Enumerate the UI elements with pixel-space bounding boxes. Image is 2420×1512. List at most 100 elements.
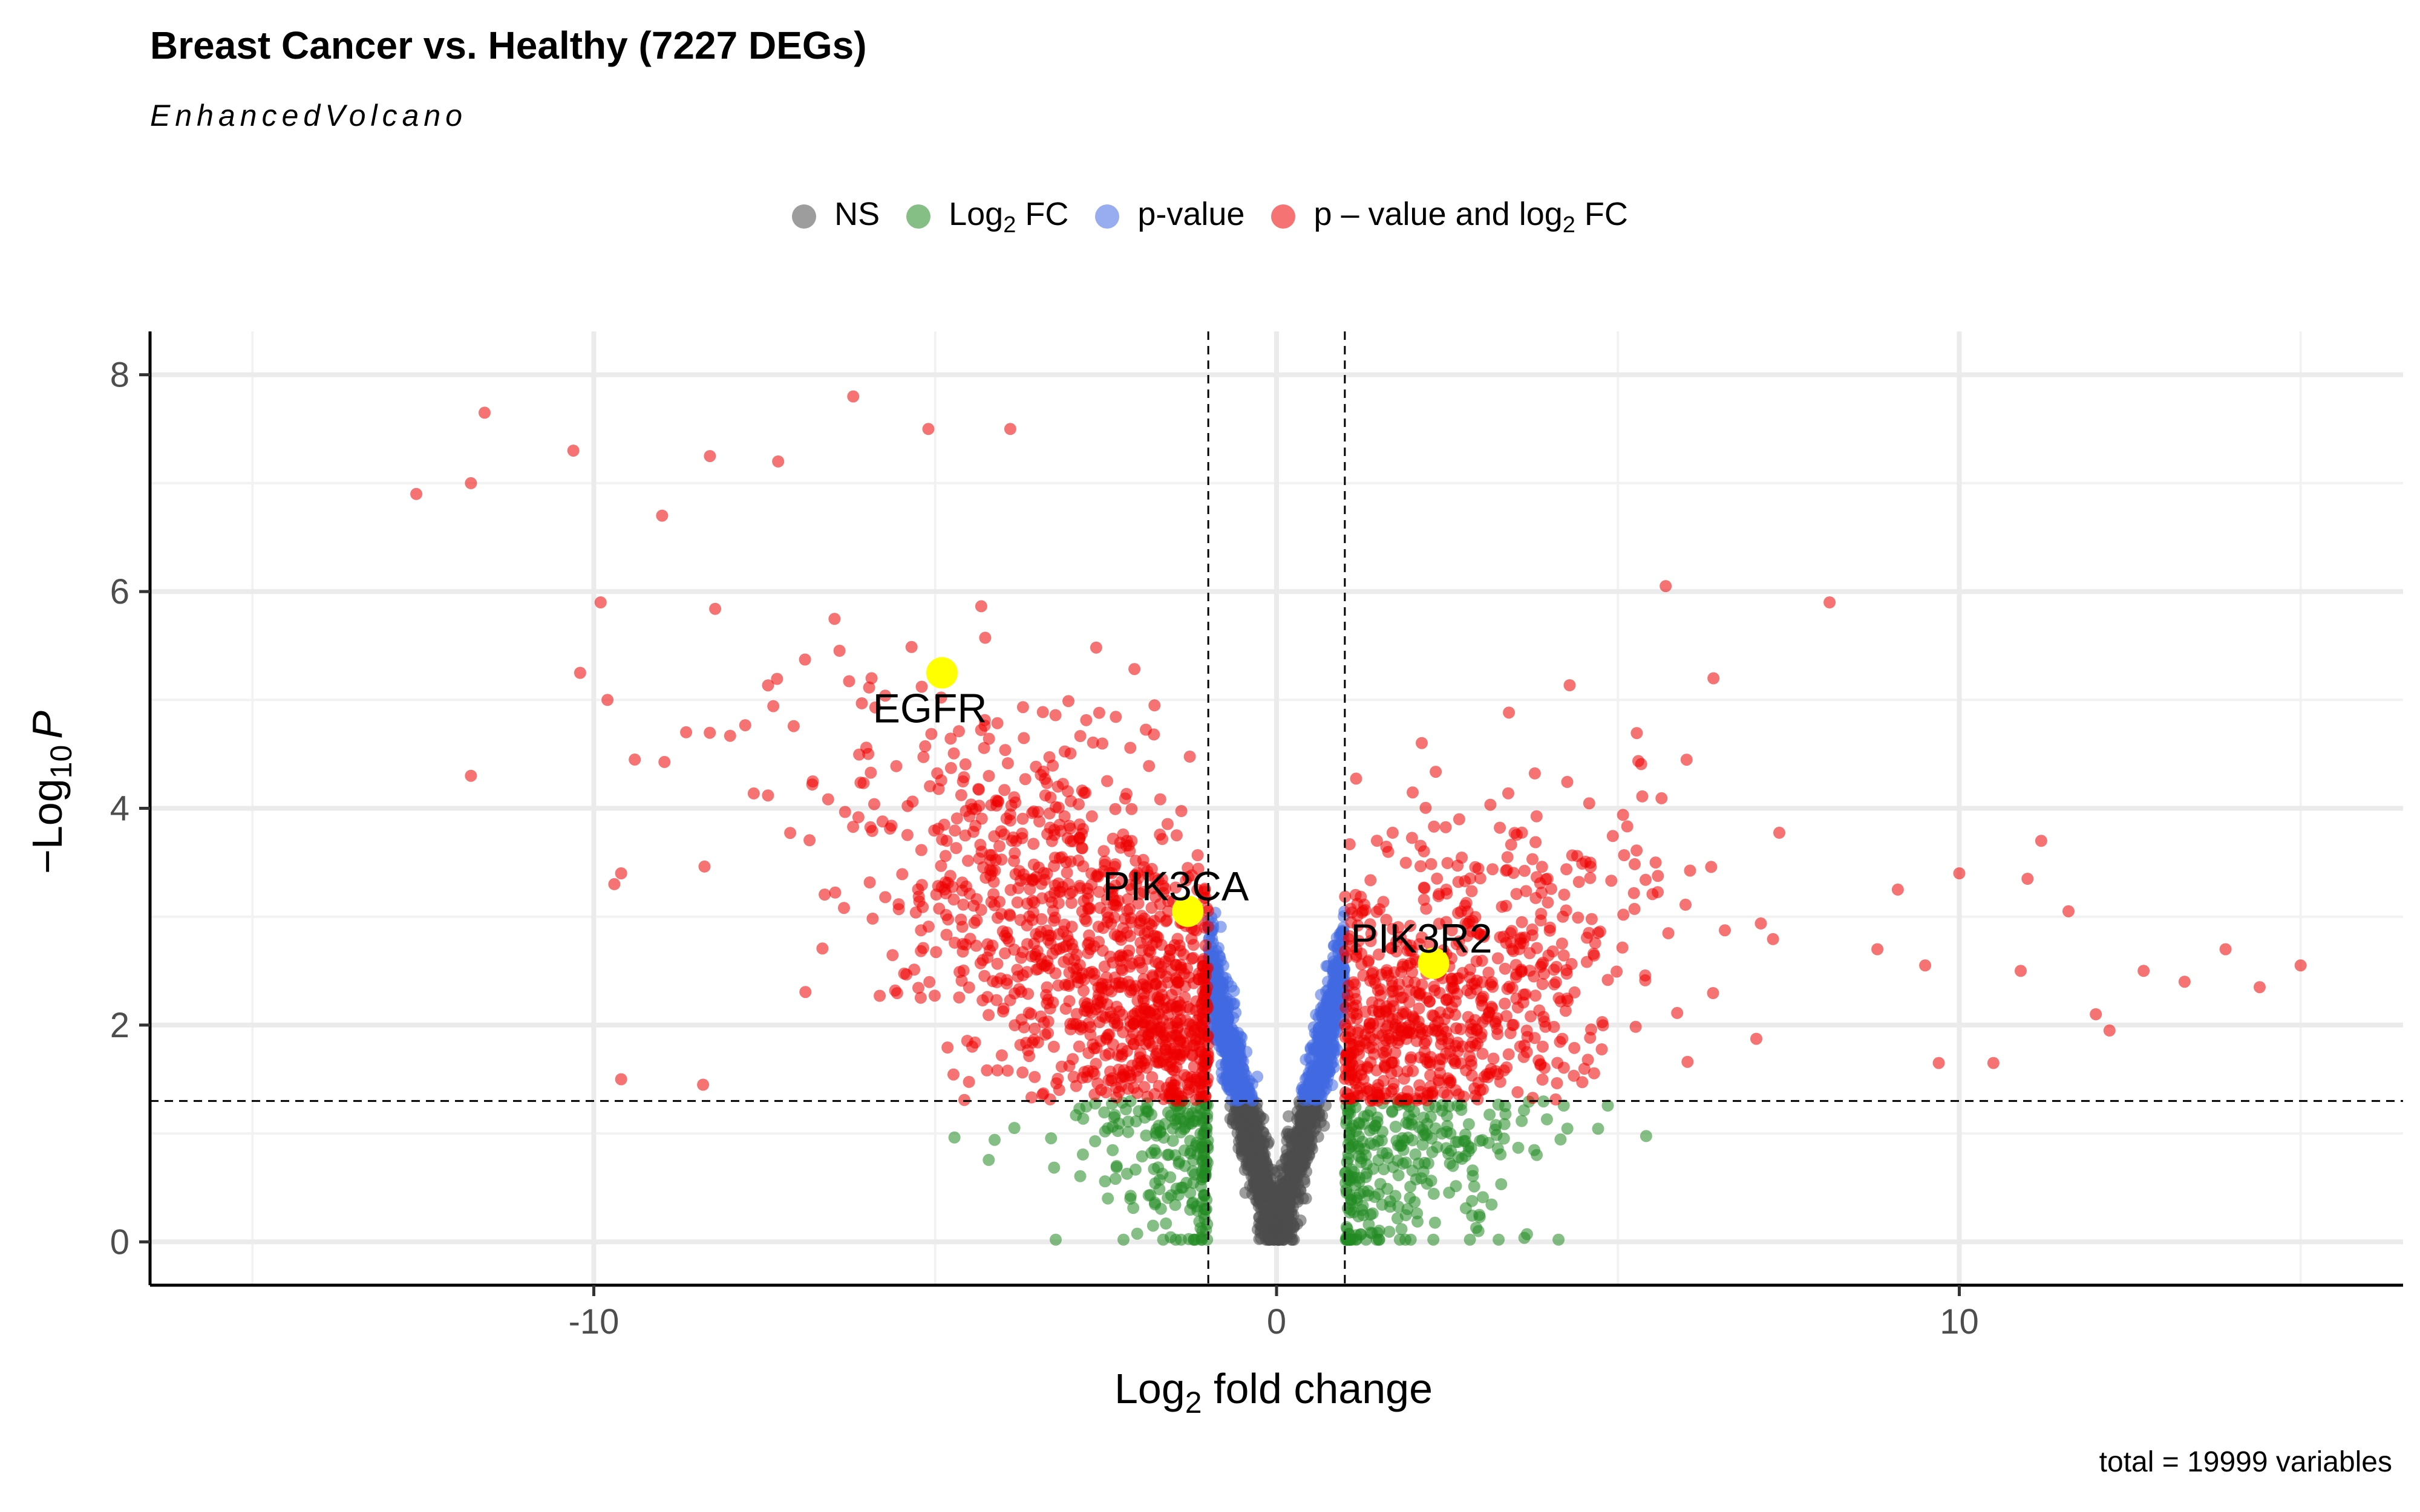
data-point-both <box>658 755 671 768</box>
data-point-both <box>1029 951 1042 963</box>
data-point-p <box>1318 1037 1330 1049</box>
data-point-both <box>1122 1083 1134 1095</box>
data-point-both <box>868 798 880 810</box>
data-point-p <box>1310 1074 1322 1086</box>
data-point-both <box>1094 996 1107 1008</box>
data-point-both <box>1178 1069 1191 1081</box>
data-point-fc <box>1185 1144 1197 1157</box>
data-point-fc <box>1512 1141 1525 1154</box>
data-point-fc <box>1172 1188 1185 1201</box>
data-point-both <box>1048 887 1061 899</box>
data-point-both <box>2254 981 2266 994</box>
data-point-both <box>1499 997 1511 1010</box>
data-point-both <box>1617 809 1629 821</box>
data-point-fc <box>1376 1126 1388 1138</box>
y-tick-label: 6 <box>110 572 129 611</box>
data-point-both <box>1572 911 1584 924</box>
data-point-fc <box>1459 1135 1471 1147</box>
data-point-both <box>1019 773 1032 786</box>
data-point-both <box>762 789 774 802</box>
data-point-both <box>1486 863 1499 876</box>
data-point-both <box>1171 933 1184 945</box>
data-point-fc <box>1443 1187 1456 1199</box>
data-point-both <box>1048 829 1061 841</box>
data-point-fc <box>1467 1170 1479 1182</box>
data-point-both <box>957 964 970 977</box>
data-point-both <box>1511 1001 1524 1014</box>
data-point-both <box>1021 938 1033 950</box>
data-point-both <box>843 675 855 688</box>
data-point-fc <box>1110 1159 1123 1172</box>
data-point-ns <box>1239 1187 1252 1199</box>
data-point-both <box>567 445 580 457</box>
data-point-fc <box>1124 1190 1137 1202</box>
data-point-both <box>1436 1033 1448 1046</box>
data-point-both <box>2015 965 2027 977</box>
x-axis-title: Log2 fold change <box>1114 1365 1433 1419</box>
data-point-both <box>1093 885 1105 898</box>
data-point-both <box>1181 962 1194 975</box>
data-point-both <box>985 799 998 812</box>
data-point-both <box>1535 908 1548 920</box>
data-point-both <box>966 803 979 815</box>
data-point-ns <box>1295 1159 1308 1171</box>
data-point-both <box>860 741 872 754</box>
data-point-p <box>1300 1053 1312 1066</box>
data-point-both <box>1156 1014 1169 1026</box>
chart-subtitle: EnhancedVolcano <box>150 99 468 132</box>
data-point-both <box>884 823 897 835</box>
data-point-fc <box>1411 1215 1424 1228</box>
data-point-both <box>975 600 987 613</box>
data-point-both <box>822 793 834 806</box>
data-point-both <box>819 888 831 901</box>
data-point-fc <box>1161 1149 1174 1161</box>
data-point-both <box>1123 960 1136 973</box>
data-point-both <box>922 921 935 933</box>
data-point-both <box>1350 772 1362 785</box>
data-point-both <box>865 672 878 685</box>
data-point-both <box>1143 1036 1156 1049</box>
data-point-fc <box>1200 1161 1212 1174</box>
data-point-both <box>1520 885 1532 898</box>
data-point-both <box>1022 988 1035 1000</box>
chart-title: Breast Cancer vs. Healthy (7227 DEGs) <box>150 24 867 67</box>
data-point-both <box>1367 1004 1379 1017</box>
data-point-both <box>1543 924 1556 937</box>
data-point-both <box>1370 835 1383 847</box>
data-point-fc <box>1497 1132 1510 1145</box>
data-point-both <box>923 976 936 988</box>
data-point-both <box>1987 1057 2000 1069</box>
data-point-both <box>852 811 865 824</box>
data-point-both <box>1639 974 1652 986</box>
data-point-ns <box>1245 1170 1258 1183</box>
data-point-both <box>829 886 842 899</box>
data-point-both <box>1035 878 1048 890</box>
data-point-both <box>608 878 621 890</box>
data-point-both <box>863 876 876 888</box>
data-point-p <box>1251 1070 1264 1083</box>
data-point-both <box>1628 902 1641 915</box>
data-point-both <box>1148 699 1161 712</box>
data-point-both <box>1562 995 1574 1007</box>
data-point-both <box>1085 867 1098 880</box>
data-point-both <box>1630 727 1643 740</box>
data-point-both <box>901 829 914 841</box>
data-point-both <box>1033 930 1045 943</box>
data-point-ns <box>1280 1188 1293 1201</box>
data-point-both <box>680 726 693 738</box>
data-point-both <box>1056 778 1069 790</box>
data-point-both <box>2103 1024 2116 1037</box>
data-point-both <box>1001 757 1014 769</box>
data-point-both <box>1465 1069 1478 1082</box>
data-point-both <box>1548 978 1560 991</box>
data-point-fc <box>1399 1233 1411 1246</box>
data-point-fc <box>1166 1135 1179 1147</box>
data-point-fc <box>1472 1225 1485 1237</box>
data-point-both <box>1125 912 1137 925</box>
data-point-both <box>1088 1088 1101 1101</box>
data-point-fc <box>1441 1126 1453 1138</box>
data-point-fc <box>1463 1233 1476 1246</box>
data-point-both <box>959 758 972 771</box>
data-point-both <box>1520 1046 1533 1058</box>
data-point-fc <box>1426 1145 1439 1158</box>
